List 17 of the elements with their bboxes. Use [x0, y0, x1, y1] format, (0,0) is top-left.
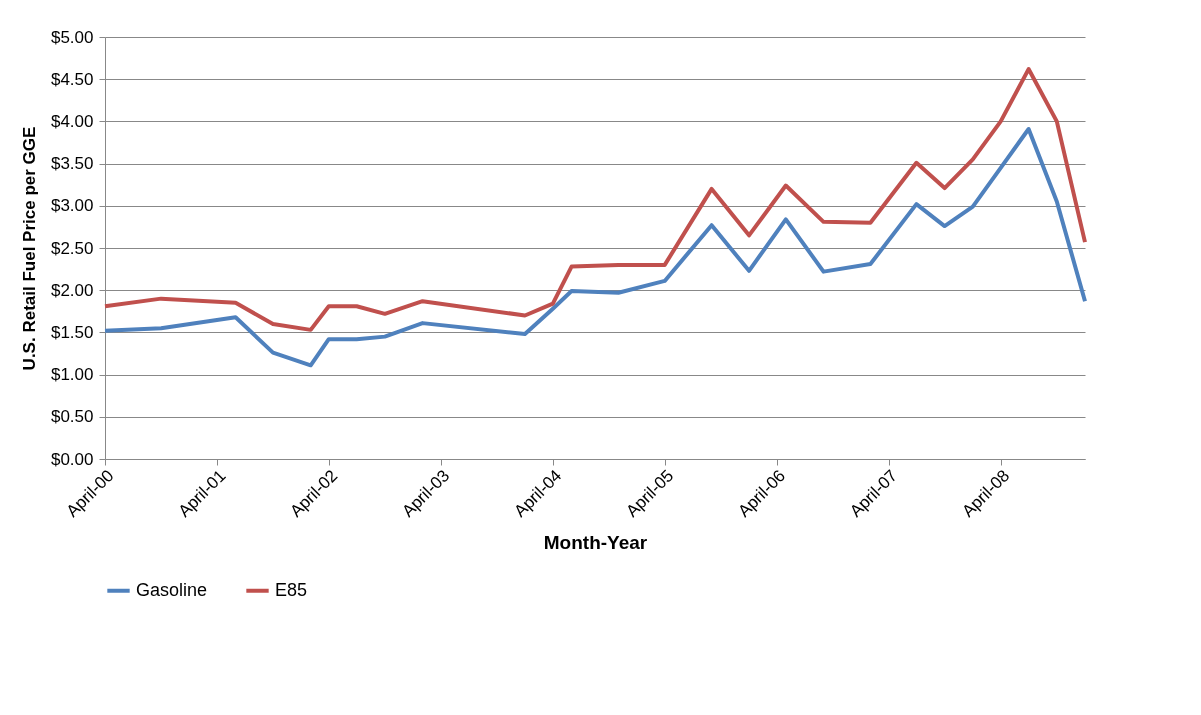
y-tick-label: $2.00 [50, 280, 94, 300]
y-tick-label: $3.50 [50, 154, 94, 174]
y-tick-label: $1.00 [50, 365, 94, 385]
x-axis-title: Month-Year [543, 532, 648, 554]
line-series [103, 67, 1087, 332]
y-tick-label: $5.00 [50, 27, 94, 47]
y-tick-label: $0.50 [50, 407, 94, 427]
legend-label: E85 [275, 579, 308, 600]
y-tick-label: $0.00 [50, 449, 94, 469]
line-series [103, 127, 1087, 368]
y-axis-title: U.S. Retail Fuel Price per GGE [19, 126, 39, 371]
y-tick-label: $3.00 [50, 196, 94, 216]
y-tick-label: $4.50 [50, 69, 94, 89]
y-tick-label: $1.50 [50, 322, 94, 342]
y-tick-label: $2.50 [50, 238, 94, 258]
legend-label: Gasoline [136, 579, 208, 600]
y-tick-label: $4.00 [50, 111, 94, 131]
